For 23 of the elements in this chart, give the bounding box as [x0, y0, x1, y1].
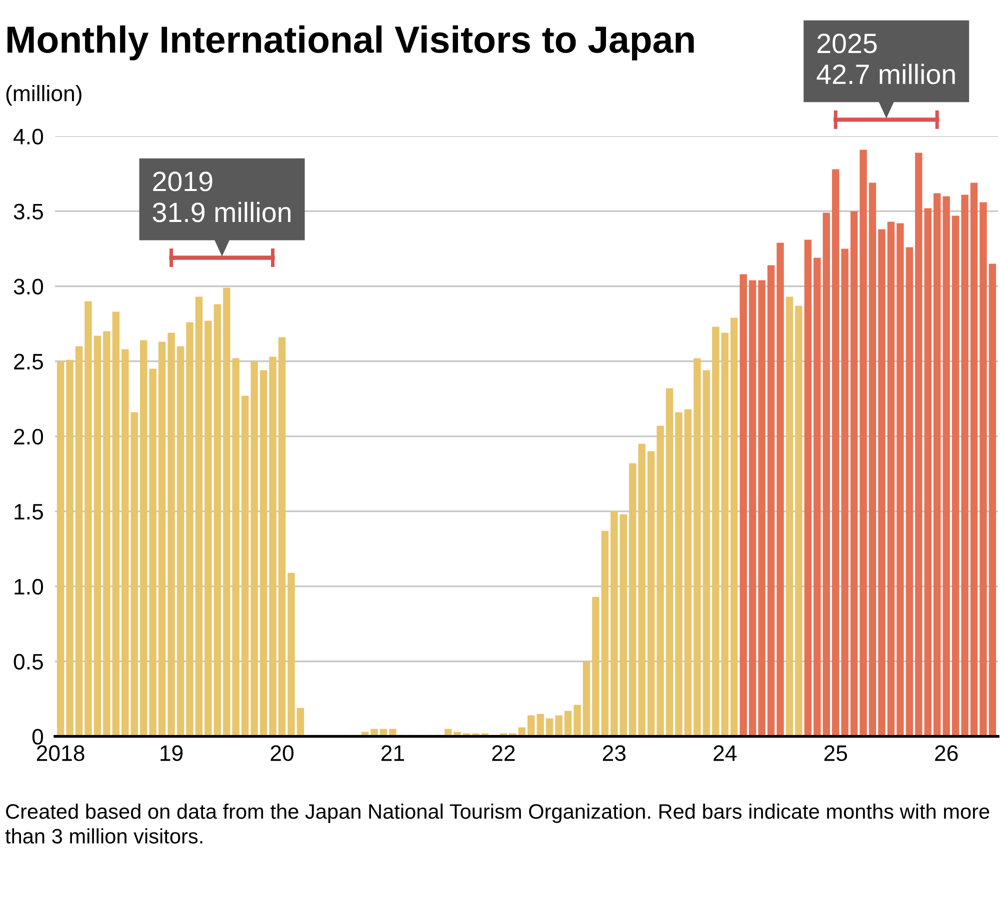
x-tick-label: 24 [714, 745, 737, 761]
y-tick-label: 1.0 [14, 578, 44, 595]
x-tick-label: 2018 [36, 745, 84, 762]
text: 2025 42.7 million [816, 34, 955, 84]
y-tick-label: 1.5 [14, 504, 43, 520]
chart-title: Monthly International Visitors to Japan [8, 25, 694, 60]
y-tick-label: 2.5 [14, 354, 43, 370]
x-tick-label: 22 [492, 745, 515, 761]
annotation: 2019 31.9 million [152, 172, 290, 222]
y-tick-label: 3.0 [14, 278, 44, 295]
x-tick-label: 26 [935, 745, 958, 762]
y-tick-label: 0 [32, 728, 44, 745]
y-tick-label: 2.0 [14, 428, 44, 445]
text: Created based on data from the Japan National Tourism Organization. Red bars indicate months with more than 3 million visitors. [5, 804, 990, 844]
x-tick-label: 23 [602, 745, 626, 762]
x-tick-label: 19 [160, 745, 183, 762]
x-tick-label: 20 [270, 745, 294, 762]
y-axis-title: (million) [6, 84, 82, 106]
y-tick-label: 0.5 [14, 654, 43, 670]
y-tick-label: 3.5 [14, 204, 43, 220]
x-tick-label: 25 [824, 745, 848, 762]
x-tick-label: 21 [381, 745, 404, 761]
y-tick-label: 4.0 [14, 128, 44, 144]
